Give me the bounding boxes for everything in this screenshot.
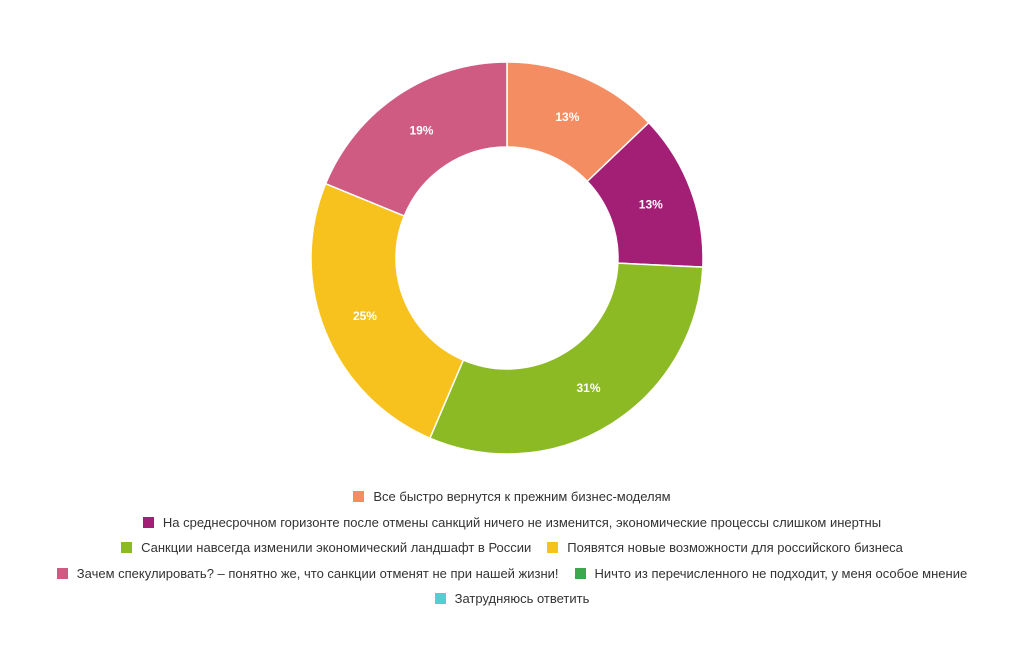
legend-label: Зачем спекулировать? – понятно же, что с… bbox=[76, 565, 559, 581]
legend-row: Зачем спекулировать? – понятно же, что с… bbox=[0, 561, 1024, 587]
legend-swatch bbox=[142, 516, 154, 528]
donut-slice[interactable] bbox=[428, 262, 704, 455]
donut-slice[interactable] bbox=[310, 182, 465, 440]
slice-data-label: 13% bbox=[639, 197, 663, 211]
legend-item[interactable]: Санкции навсегда изменили экономический … bbox=[121, 540, 531, 555]
legend-item[interactable]: Ничто из перечисленного не подходит, у м… bbox=[574, 565, 968, 581]
legend-row: Санкции навсегда изменили экономический … bbox=[0, 535, 1024, 561]
slice-data-label: 31% bbox=[577, 381, 601, 395]
legend-swatch bbox=[353, 491, 365, 503]
legend-row: Затрудняюсь ответить bbox=[0, 586, 1024, 612]
donut-slice[interactable] bbox=[324, 61, 508, 217]
slice-data-label: 13% bbox=[555, 110, 579, 124]
legend-item[interactable]: Появятся новые возможности для российско… bbox=[547, 540, 903, 555]
legend-item[interactable]: Все быстро вернутся к прежним бизнес-мод… bbox=[353, 489, 671, 505]
donut-slices bbox=[310, 61, 704, 455]
legend-swatch bbox=[121, 542, 133, 554]
legend-label: На среднесрочном горизонте после отмены … bbox=[162, 514, 882, 530]
legend-row: На среднесрочном горизонте после отмены … bbox=[0, 510, 1024, 536]
legend-item[interactable]: На среднесрочном горизонте после отмены … bbox=[142, 514, 882, 530]
legend-label: Затрудняюсь ответить bbox=[454, 591, 590, 607]
legend-label: Появятся новые возможности для российско… bbox=[567, 540, 903, 556]
legend-swatch bbox=[547, 542, 559, 554]
legend-item[interactable]: Зачем спекулировать? – понятно же, что с… bbox=[56, 565, 559, 581]
legend-label: Все быстро вернутся к прежним бизнес-мод… bbox=[373, 489, 671, 505]
legend-item[interactable]: Затрудняюсь ответить bbox=[434, 591, 590, 607]
legend-label: Санкции навсегда изменили экономический … bbox=[141, 540, 532, 556]
legend-label: Ничто из перечисленного не подходит, у м… bbox=[594, 565, 968, 581]
donut-slice-labels: 13% 13% 31% 25% 19% bbox=[353, 110, 663, 395]
legend-swatch bbox=[56, 567, 68, 579]
legend-swatch bbox=[434, 593, 446, 605]
legend: Все быстро вернутся к прежним бизнес-мод… bbox=[0, 484, 1024, 612]
slice-data-label: 19% bbox=[409, 124, 433, 138]
slice-data-label: 25% bbox=[353, 309, 377, 323]
legend-row: Все быстро вернутся к прежним бизнес-мод… bbox=[0, 484, 1024, 510]
legend-swatch bbox=[574, 567, 586, 579]
donut-chart: 13% 13% 31% 25% 19% bbox=[310, 61, 704, 455]
